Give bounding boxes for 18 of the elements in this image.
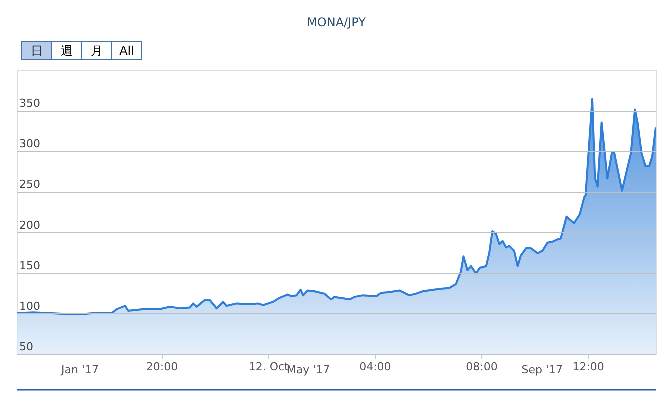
y-tick-label: 300 <box>20 138 40 151</box>
x-tick-label: 04:00 <box>360 360 392 374</box>
y-tick-label: 150 <box>20 259 40 272</box>
y-tick-label: 100 <box>20 300 40 313</box>
text: 月 <box>91 44 103 58</box>
chart-title: MONA/JPY <box>307 16 367 30</box>
y-tick-label: 350 <box>20 97 40 110</box>
text: 日 <box>31 44 43 58</box>
text: All <box>120 44 134 58</box>
x2-tick-label: Jan '17 <box>60 364 99 376</box>
x2-tick-label: Sep '17 <box>522 364 564 376</box>
y-tick-label: 250 <box>20 178 40 192</box>
y-tick-label: 200 <box>20 218 40 232</box>
x-tick-label: 08:00 <box>466 360 498 374</box>
text: 週 <box>61 44 73 58</box>
y-tick-label: 50 <box>20 340 34 354</box>
x-tick-label: 12:00 <box>572 360 604 374</box>
x-tick-label: 20:00 <box>146 360 178 374</box>
